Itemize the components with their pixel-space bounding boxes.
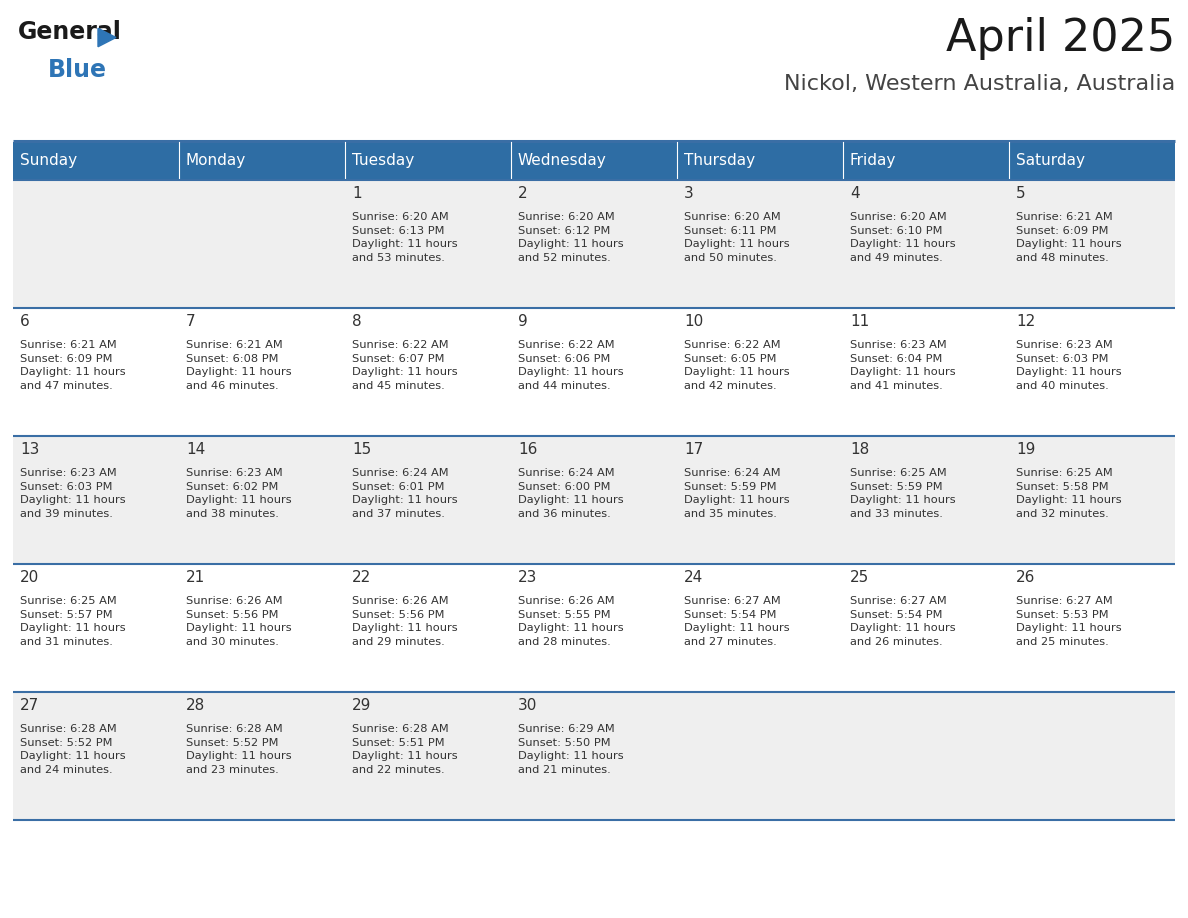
Text: Sunrise: 6:23 AM
Sunset: 6:02 PM
Daylight: 11 hours
and 38 minutes.: Sunrise: 6:23 AM Sunset: 6:02 PM Dayligh… — [187, 468, 291, 519]
Bar — [511, 142, 677, 180]
Polygon shape — [97, 28, 116, 47]
Text: Thursday: Thursday — [684, 153, 756, 169]
Text: Sunrise: 6:23 AM
Sunset: 6:03 PM
Daylight: 11 hours
and 40 minutes.: Sunrise: 6:23 AM Sunset: 6:03 PM Dayligh… — [1016, 340, 1121, 391]
Text: 30: 30 — [518, 698, 537, 713]
Bar — [13, 308, 1175, 436]
Text: 8: 8 — [352, 314, 361, 329]
Bar — [179, 142, 345, 180]
Text: April 2025: April 2025 — [946, 17, 1175, 60]
Text: Tuesday: Tuesday — [352, 153, 415, 169]
Bar — [13, 564, 1175, 692]
Text: 18: 18 — [849, 442, 870, 457]
Text: Sunrise: 6:20 AM
Sunset: 6:11 PM
Daylight: 11 hours
and 50 minutes.: Sunrise: 6:20 AM Sunset: 6:11 PM Dayligh… — [684, 212, 790, 263]
Text: Sunrise: 6:28 AM
Sunset: 5:52 PM
Daylight: 11 hours
and 23 minutes.: Sunrise: 6:28 AM Sunset: 5:52 PM Dayligh… — [187, 724, 291, 775]
Text: 21: 21 — [187, 570, 206, 585]
Text: Sunrise: 6:26 AM
Sunset: 5:56 PM
Daylight: 11 hours
and 29 minutes.: Sunrise: 6:26 AM Sunset: 5:56 PM Dayligh… — [352, 596, 457, 647]
Text: 24: 24 — [684, 570, 703, 585]
Bar — [13, 180, 1175, 308]
Text: Sunrise: 6:20 AM
Sunset: 6:12 PM
Daylight: 11 hours
and 52 minutes.: Sunrise: 6:20 AM Sunset: 6:12 PM Dayligh… — [518, 212, 624, 263]
Text: Sunrise: 6:23 AM
Sunset: 6:04 PM
Daylight: 11 hours
and 41 minutes.: Sunrise: 6:23 AM Sunset: 6:04 PM Dayligh… — [849, 340, 955, 391]
Text: 27: 27 — [20, 698, 39, 713]
Text: 11: 11 — [849, 314, 870, 329]
Bar — [345, 142, 511, 180]
Text: Nickol, Western Australia, Australia: Nickol, Western Australia, Australia — [784, 74, 1175, 94]
Text: 7: 7 — [187, 314, 196, 329]
Text: 20: 20 — [20, 570, 39, 585]
Text: 26: 26 — [1016, 570, 1036, 585]
Text: Sunrise: 6:28 AM
Sunset: 5:51 PM
Daylight: 11 hours
and 22 minutes.: Sunrise: 6:28 AM Sunset: 5:51 PM Dayligh… — [352, 724, 457, 775]
Text: 22: 22 — [352, 570, 371, 585]
Text: 6: 6 — [20, 314, 30, 329]
Text: Sunrise: 6:26 AM
Sunset: 5:55 PM
Daylight: 11 hours
and 28 minutes.: Sunrise: 6:26 AM Sunset: 5:55 PM Dayligh… — [518, 596, 624, 647]
Text: Blue: Blue — [48, 58, 107, 82]
Text: Saturday: Saturday — [1016, 153, 1085, 169]
Text: Friday: Friday — [849, 153, 897, 169]
Text: Sunrise: 6:29 AM
Sunset: 5:50 PM
Daylight: 11 hours
and 21 minutes.: Sunrise: 6:29 AM Sunset: 5:50 PM Dayligh… — [518, 724, 624, 775]
Text: Sunrise: 6:20 AM
Sunset: 6:13 PM
Daylight: 11 hours
and 53 minutes.: Sunrise: 6:20 AM Sunset: 6:13 PM Dayligh… — [352, 212, 457, 263]
Text: Sunrise: 6:24 AM
Sunset: 6:01 PM
Daylight: 11 hours
and 37 minutes.: Sunrise: 6:24 AM Sunset: 6:01 PM Dayligh… — [352, 468, 457, 519]
Text: Monday: Monday — [187, 153, 246, 169]
Text: 13: 13 — [20, 442, 39, 457]
Text: 9: 9 — [518, 314, 527, 329]
Text: 17: 17 — [684, 442, 703, 457]
Bar — [677, 142, 843, 180]
Text: Sunrise: 6:26 AM
Sunset: 5:56 PM
Daylight: 11 hours
and 30 minutes.: Sunrise: 6:26 AM Sunset: 5:56 PM Dayligh… — [187, 596, 291, 647]
Text: Sunrise: 6:22 AM
Sunset: 6:05 PM
Daylight: 11 hours
and 42 minutes.: Sunrise: 6:22 AM Sunset: 6:05 PM Dayligh… — [684, 340, 790, 391]
Text: 25: 25 — [849, 570, 870, 585]
Bar — [1009, 142, 1175, 180]
Text: 15: 15 — [352, 442, 371, 457]
Text: 29: 29 — [352, 698, 372, 713]
Text: 5: 5 — [1016, 186, 1025, 201]
Text: Sunrise: 6:20 AM
Sunset: 6:10 PM
Daylight: 11 hours
and 49 minutes.: Sunrise: 6:20 AM Sunset: 6:10 PM Dayligh… — [849, 212, 955, 263]
Bar — [13, 142, 179, 180]
Text: Wednesday: Wednesday — [518, 153, 607, 169]
Text: Sunrise: 6:24 AM
Sunset: 6:00 PM
Daylight: 11 hours
and 36 minutes.: Sunrise: 6:24 AM Sunset: 6:00 PM Dayligh… — [518, 468, 624, 519]
Text: 14: 14 — [187, 442, 206, 457]
Text: 12: 12 — [1016, 314, 1035, 329]
Bar — [13, 692, 1175, 820]
Text: General: General — [18, 20, 122, 44]
Text: 1: 1 — [352, 186, 361, 201]
Bar — [13, 436, 1175, 564]
Text: 19: 19 — [1016, 442, 1036, 457]
Text: 28: 28 — [187, 698, 206, 713]
Text: Sunrise: 6:22 AM
Sunset: 6:06 PM
Daylight: 11 hours
and 44 minutes.: Sunrise: 6:22 AM Sunset: 6:06 PM Dayligh… — [518, 340, 624, 391]
Text: 4: 4 — [849, 186, 860, 201]
Text: 23: 23 — [518, 570, 537, 585]
Text: Sunrise: 6:24 AM
Sunset: 5:59 PM
Daylight: 11 hours
and 35 minutes.: Sunrise: 6:24 AM Sunset: 5:59 PM Dayligh… — [684, 468, 790, 519]
Bar — [843, 142, 1009, 180]
Text: Sunrise: 6:21 AM
Sunset: 6:09 PM
Daylight: 11 hours
and 47 minutes.: Sunrise: 6:21 AM Sunset: 6:09 PM Dayligh… — [20, 340, 126, 391]
Text: Sunrise: 6:27 AM
Sunset: 5:53 PM
Daylight: 11 hours
and 25 minutes.: Sunrise: 6:27 AM Sunset: 5:53 PM Dayligh… — [1016, 596, 1121, 647]
Text: Sunrise: 6:25 AM
Sunset: 5:59 PM
Daylight: 11 hours
and 33 minutes.: Sunrise: 6:25 AM Sunset: 5:59 PM Dayligh… — [849, 468, 955, 519]
Text: Sunrise: 6:23 AM
Sunset: 6:03 PM
Daylight: 11 hours
and 39 minutes.: Sunrise: 6:23 AM Sunset: 6:03 PM Dayligh… — [20, 468, 126, 519]
Text: 10: 10 — [684, 314, 703, 329]
Text: Sunrise: 6:21 AM
Sunset: 6:09 PM
Daylight: 11 hours
and 48 minutes.: Sunrise: 6:21 AM Sunset: 6:09 PM Dayligh… — [1016, 212, 1121, 263]
Text: Sunday: Sunday — [20, 153, 77, 169]
Text: 3: 3 — [684, 186, 694, 201]
Text: Sunrise: 6:25 AM
Sunset: 5:58 PM
Daylight: 11 hours
and 32 minutes.: Sunrise: 6:25 AM Sunset: 5:58 PM Dayligh… — [1016, 468, 1121, 519]
Text: Sunrise: 6:28 AM
Sunset: 5:52 PM
Daylight: 11 hours
and 24 minutes.: Sunrise: 6:28 AM Sunset: 5:52 PM Dayligh… — [20, 724, 126, 775]
Text: Sunrise: 6:21 AM
Sunset: 6:08 PM
Daylight: 11 hours
and 46 minutes.: Sunrise: 6:21 AM Sunset: 6:08 PM Dayligh… — [187, 340, 291, 391]
Text: 16: 16 — [518, 442, 537, 457]
Text: Sunrise: 6:25 AM
Sunset: 5:57 PM
Daylight: 11 hours
and 31 minutes.: Sunrise: 6:25 AM Sunset: 5:57 PM Dayligh… — [20, 596, 126, 647]
Text: Sunrise: 6:22 AM
Sunset: 6:07 PM
Daylight: 11 hours
and 45 minutes.: Sunrise: 6:22 AM Sunset: 6:07 PM Dayligh… — [352, 340, 457, 391]
Text: Sunrise: 6:27 AM
Sunset: 5:54 PM
Daylight: 11 hours
and 26 minutes.: Sunrise: 6:27 AM Sunset: 5:54 PM Dayligh… — [849, 596, 955, 647]
Text: Sunrise: 6:27 AM
Sunset: 5:54 PM
Daylight: 11 hours
and 27 minutes.: Sunrise: 6:27 AM Sunset: 5:54 PM Dayligh… — [684, 596, 790, 647]
Text: 2: 2 — [518, 186, 527, 201]
